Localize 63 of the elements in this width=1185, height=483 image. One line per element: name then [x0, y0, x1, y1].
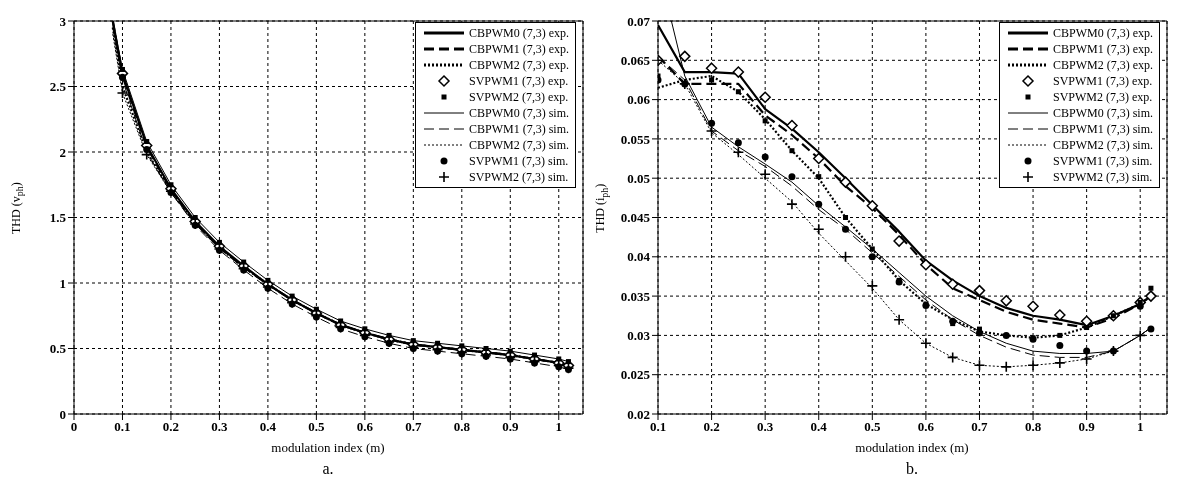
- legend-label: SVPWM2 (7,3) sim.: [1052, 169, 1153, 185]
- y-tick-label: 0.05: [627, 170, 651, 186]
- y-tick-label: 0.055: [620, 131, 651, 147]
- x-tick-label: 1: [555, 419, 563, 435]
- x-tick-label: 0.1: [649, 419, 667, 435]
- x-tick-label: 0.9: [1078, 419, 1096, 435]
- text: a.: [321, 460, 335, 478]
- legend-label: SVPWM2 (7,3) exp.: [468, 89, 569, 105]
- legend-label: CBPWM1 (7,3) sim.: [468, 121, 569, 137]
- x-tick-label: 0.8: [1024, 419, 1042, 435]
- legend-label: CBPWM0 (7,3) sim.: [1052, 105, 1153, 121]
- y-tick-label: 0.5: [49, 341, 67, 357]
- y-tick-label: 1: [59, 275, 66, 291]
- x-tick-label: 1: [1136, 419, 1144, 435]
- x-tick-label: 0.7: [971, 419, 989, 435]
- x-tick-label: 0.2: [162, 419, 180, 435]
- y-tick-label: 0: [59, 406, 66, 422]
- x-tick-label: 0.4: [810, 419, 828, 435]
- legend-label: SVPWM1 (7,3) sim.: [1052, 153, 1153, 169]
- x-tick-label: 0.2: [703, 419, 720, 435]
- legend-label: SVPWM1 (7,3) exp.: [1052, 73, 1153, 89]
- y-tick-label: 3: [59, 13, 67, 29]
- legend-label: CBPWM2 (7,3) sim.: [468, 137, 569, 153]
- x-tick-label: 0.3: [211, 419, 229, 435]
- y-tick-label: 0.07: [627, 13, 651, 29]
- text: b.: [905, 460, 919, 478]
- y-tick-label: 2.5: [49, 79, 67, 95]
- x-tick-label: 0: [70, 419, 78, 435]
- y-tick-label: 0.035: [620, 288, 651, 304]
- x-tick-label: 0.7: [405, 419, 422, 435]
- legend-label: CBPWM2 (7,3) exp.: [468, 57, 569, 73]
- y-tick-label: 2: [59, 144, 66, 160]
- legend-label: CBPWM0 (7,3) sim.: [468, 105, 569, 121]
- x-tick-label: 0.5: [308, 419, 326, 435]
- y-tick-label: 0.02: [627, 406, 650, 422]
- legend-label: SVPWM1 (7,3) exp.: [468, 73, 569, 89]
- y-tick-label: 1.5: [49, 210, 67, 226]
- legend-label: CBPWM1 (7,3) sim.: [1052, 121, 1153, 137]
- y-tick-label: 0.06: [627, 92, 651, 108]
- x-tick-label: 0.1: [114, 419, 131, 435]
- x-tick-label: 0.6: [917, 419, 935, 435]
- y-tick-label: 0.025: [620, 367, 651, 383]
- x-tick-label: 0.8: [453, 419, 471, 435]
- x-tick-label: 0.3: [757, 419, 774, 435]
- y-tick-label: 0.065: [620, 52, 651, 68]
- x-axis-title: modulation index (m): [854, 440, 970, 456]
- legend-label: CBPWM2 (7,3) exp.: [1052, 57, 1153, 73]
- y-tick-label: 0.04: [627, 249, 651, 265]
- legend-label: CBPWM1 (7,3) exp.: [1052, 41, 1153, 57]
- legend-label: CBPWM0 (7,3) exp.: [1052, 25, 1153, 41]
- x-tick-label: 0.6: [356, 419, 374, 435]
- x-tick-label: 0.4: [259, 419, 277, 435]
- legend-label: SVPWM1 (7,3) sim.: [468, 153, 569, 169]
- y-tick-label: 0.03: [627, 328, 651, 344]
- x-tick-label: 0.5: [864, 419, 881, 435]
- legend-label: SVPWM2 (7,3) sim.: [468, 169, 569, 185]
- legend-label: CBPWM1 (7,3) exp.: [468, 41, 569, 57]
- legend-label: CBPWM0 (7,3) exp.: [468, 25, 569, 41]
- legend-label: CBPWM2 (7,3) sim.: [1052, 137, 1153, 153]
- x-tick-label: 0.9: [502, 419, 519, 435]
- legend-label: SVPWM2 (7,3) exp.: [1052, 89, 1153, 105]
- y-tick-label: 0.045: [620, 210, 651, 226]
- x-axis-title: modulation index (m): [270, 440, 386, 456]
